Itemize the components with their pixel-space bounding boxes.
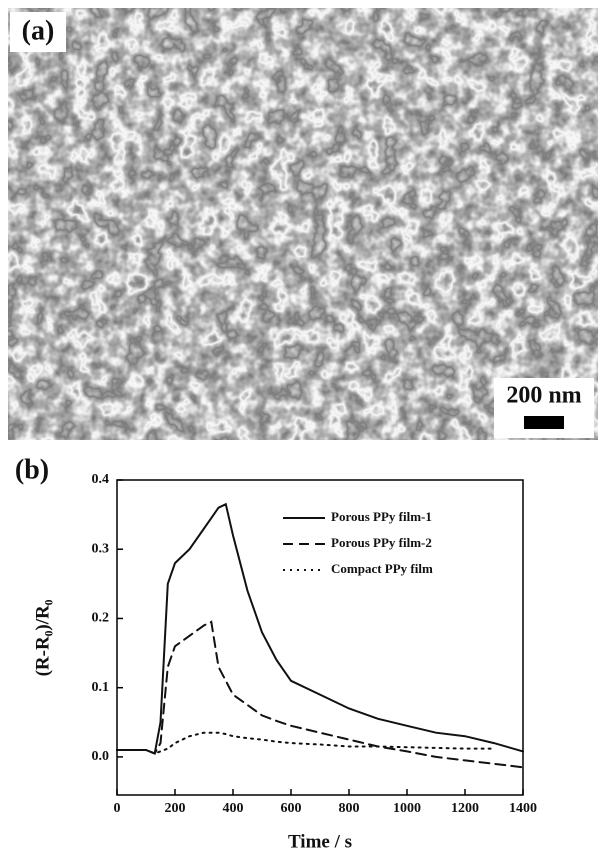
y-tick-label: 0.0 <box>92 749 110 764</box>
x-tick-label: 0 <box>114 801 121 816</box>
panel-label: (a) <box>22 15 55 46</box>
x-axis-label: Time / s <box>288 831 352 852</box>
plot-frame <box>116 479 524 796</box>
sem-image <box>8 8 598 440</box>
series-line <box>116 502 524 755</box>
legend-label: Porous PPy film-1 <box>331 509 432 524</box>
y-tick-label: 0.2 <box>92 611 110 626</box>
y-tick-label: 0.4 <box>92 472 110 487</box>
legend-label: Compact PPy film <box>331 561 433 576</box>
x-tick-label: 600 <box>281 801 302 816</box>
x-tick-label: 800 <box>339 801 360 816</box>
scale-bar <box>524 416 564 429</box>
series-line <box>116 620 524 769</box>
x-tick-label: 400 <box>223 801 244 816</box>
x-tick-label: 1400 <box>509 801 537 816</box>
legend-label: Porous PPy film-2 <box>331 535 432 550</box>
y-tick-label: 0.3 <box>92 541 110 556</box>
series-line <box>116 731 495 755</box>
y-axis-label: (R-R₀)/R₀ <box>32 599 53 676</box>
panel-label: (b) <box>15 454 49 485</box>
x-tick-label: 1000 <box>393 801 421 816</box>
scale-label: 200 nm <box>506 383 581 409</box>
x-tick-label: 1200 <box>451 801 479 816</box>
y-tick-label: 0.1 <box>92 680 110 695</box>
x-tick-label: 200 <box>165 801 186 816</box>
label-box <box>10 12 66 52</box>
